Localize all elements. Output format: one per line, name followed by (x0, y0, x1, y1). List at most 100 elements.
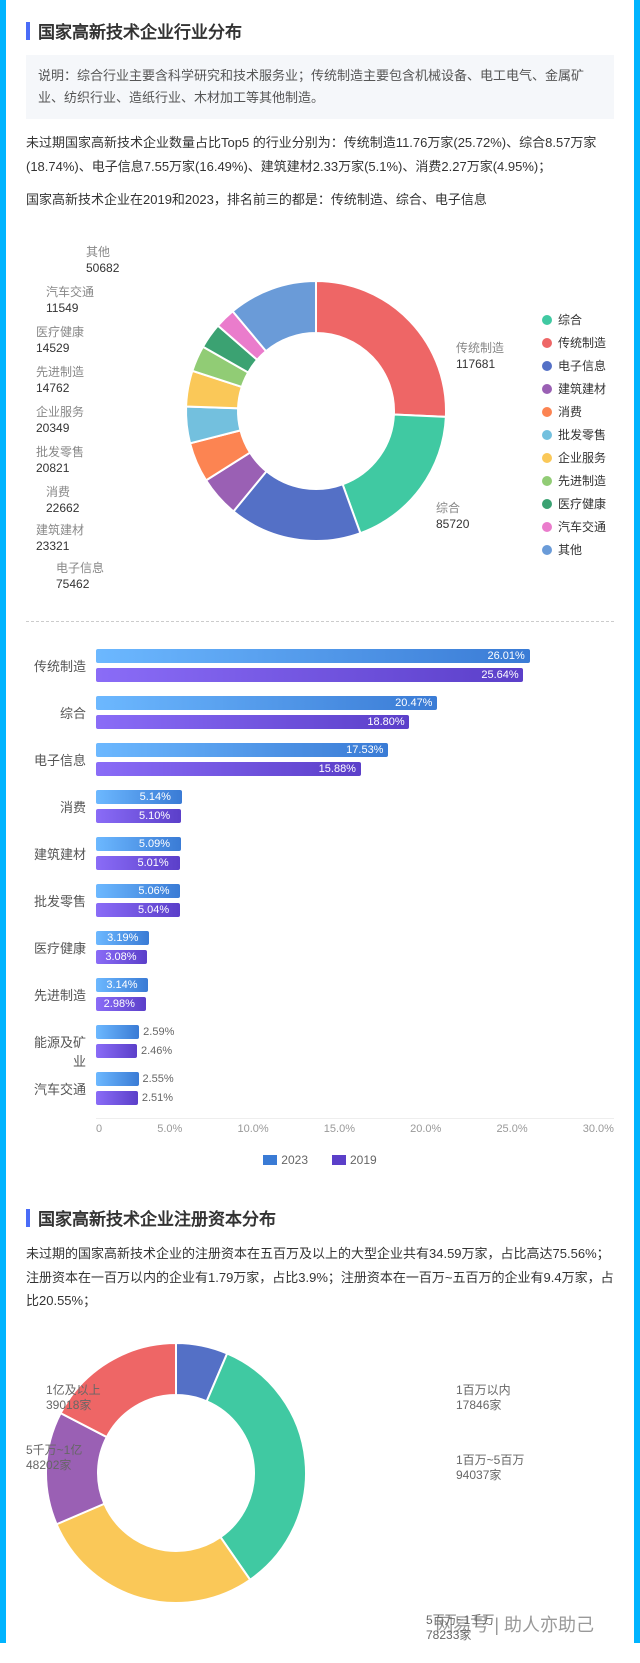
section-title-1-text: 国家高新技术企业行业分布 (38, 18, 242, 43)
bar-legend-item: 2023 (263, 1153, 308, 1167)
bar-category-label: 综合 (26, 703, 86, 722)
donut2-slice-label: 5百万~1千万78233家 (426, 1613, 494, 1644)
donut2-slice-label: 1百万~5百万94037家 (456, 1453, 524, 1484)
paragraph-1: 未过期国家高新技术企业数量占比Top5 的行业分别为：传统制造11.76万家(2… (26, 131, 614, 178)
donut2-slice-label: 1亿及以上39018家 (46, 1383, 101, 1414)
bar-category-label: 传统制造 (26, 656, 86, 675)
legend-item: 汽车交通 (542, 518, 606, 535)
legend-item: 先进制造 (542, 472, 606, 489)
donut-slice-label: 批发零售20821 (36, 445, 84, 476)
legend-item: 消费 (542, 403, 606, 420)
bar-value: 5.06% (138, 885, 169, 897)
donut2-slice-label: 5千万~1亿48202家 (26, 1443, 82, 1474)
bar-row: 医疗健康3.19%3.08% (96, 930, 614, 965)
bar-row: 建筑建材5.09%5.01% (96, 836, 614, 871)
bar-value: 5.14% (140, 791, 171, 803)
donut-slice-label: 消费22662 (46, 485, 79, 516)
bar-row: 综合20.47%18.80% (96, 695, 614, 730)
legend-item: 医疗健康 (542, 495, 606, 512)
legend-item: 电子信息 (542, 357, 606, 374)
donut-slice-label: 医疗健康14529 (36, 325, 84, 356)
legend-swatch (542, 315, 552, 325)
bar-value: 2.46% (141, 1045, 172, 1057)
bar-category-label: 先进制造 (26, 985, 86, 1004)
bar-row: 汽车交通2.55%2.51% (96, 1071, 614, 1106)
bar-category-label: 医疗健康 (26, 938, 86, 957)
legend-swatch (542, 407, 552, 417)
bar-value: 2.59% (143, 1026, 174, 1038)
bar-category-label: 电子信息 (26, 750, 86, 769)
bar-row: 能源及矿业2.59%2.46% (96, 1024, 614, 1059)
bar-legend-swatch (332, 1155, 346, 1165)
bar-value: 26.01% (488, 650, 525, 662)
legend-label: 传统制造 (558, 334, 606, 351)
bar-row: 传统制造26.01%25.64% (96, 648, 614, 683)
bar-value: 5.09% (139, 838, 170, 850)
bar-segment (96, 715, 409, 729)
bar-legend-label: 2019 (350, 1153, 377, 1167)
x-tick: 0 (96, 1123, 102, 1135)
legend-item: 批发零售 (542, 426, 606, 443)
legend-label: 企业服务 (558, 449, 606, 466)
bar-segment (96, 696, 437, 710)
legend-label: 先进制造 (558, 472, 606, 489)
bar-segment (96, 743, 388, 757)
bar-segment (96, 668, 523, 682)
x-tick: 30.0% (583, 1123, 614, 1135)
section-title-2: 国家高新技术企业注册资本分布 (26, 1187, 614, 1242)
legend-swatch (542, 453, 552, 463)
donut-slice-label: 企业服务20349 (36, 405, 84, 436)
title-accent-bar (26, 22, 30, 40)
section-divider (26, 621, 614, 622)
legend-label: 消费 (558, 403, 582, 420)
legend-swatch (542, 499, 552, 509)
bar-value: 3.19% (107, 932, 138, 944)
x-tick: 15.0% (324, 1123, 355, 1135)
bar-row: 批发零售5.06%5.04% (96, 883, 614, 918)
bar-segment (96, 1044, 137, 1058)
paragraph-3: 未过期的国家高新技术企业的注册资本在五百万及以上的大型企业共有34.59万家，占… (26, 1242, 614, 1312)
donut2-slice-label: 1百万以内17846家 (456, 1383, 511, 1414)
legend-swatch (542, 384, 552, 394)
legend-label: 建筑建材 (558, 380, 606, 397)
legend-label: 电子信息 (558, 357, 606, 374)
bar-value: 2.98% (104, 998, 135, 1010)
legend-label: 汽车交通 (558, 518, 606, 535)
legend-item: 综合 (542, 311, 606, 328)
x-axis: 05.0%10.0%15.0%20.0%25.0%30.0% (96, 1118, 614, 1135)
bar-row: 电子信息17.53%15.88% (96, 742, 614, 777)
legend-swatch (542, 361, 552, 371)
bar-category-label: 消费 (26, 797, 86, 816)
donut-slice-label: 先进制造14762 (36, 365, 84, 396)
bar-segment (96, 1072, 139, 1086)
comparison-bar-chart: 传统制造26.01%25.64% 综合20.47%18.80% 电子信息17.53%… (26, 638, 614, 1167)
bar-value: 3.08% (105, 951, 136, 963)
section-title-1: 国家高新技术企业行业分布 (26, 0, 614, 55)
capital-donut-chart: 网易号 | 助人亦助己 1百万以内17846家1百万~5百万94037家5百万~… (26, 1323, 606, 1643)
legend-swatch (542, 545, 552, 555)
bar-legend-label: 2023 (281, 1153, 308, 1167)
bar-chart-legend: 2023 2019 (26, 1153, 614, 1167)
legend-swatch (542, 522, 552, 532)
donut-legend: 综合传统制造电子信息建筑建材消费批发零售企业服务先进制造医疗健康汽车交通其他 (542, 311, 606, 564)
bar-segment (96, 649, 530, 663)
section-title-2-text: 国家高新技术企业注册资本分布 (38, 1205, 276, 1230)
bar-segment (96, 1025, 139, 1039)
description-box: 说明：综合行业主要含科学研究和技术服务业；传统制造主要包含机械设备、电工电气、金… (26, 55, 614, 119)
bar-value: 5.10% (139, 810, 170, 822)
donut-slice-label: 综合85720 (436, 501, 469, 532)
donut-slice-label: 汽车交通11549 (46, 285, 94, 316)
bar-value: 2.55% (143, 1073, 174, 1085)
legend-swatch (542, 476, 552, 486)
legend-swatch (542, 338, 552, 348)
bar-category-label: 批发零售 (26, 891, 86, 910)
industry-donut-chart: 综合传统制造电子信息建筑建材消费批发零售企业服务先进制造医疗健康汽车交通其他 传… (26, 221, 606, 601)
legend-item: 其他 (542, 541, 606, 558)
legend-item: 传统制造 (542, 334, 606, 351)
x-tick: 25.0% (496, 1123, 527, 1135)
x-tick: 20.0% (410, 1123, 441, 1135)
title-accent-bar (26, 1209, 30, 1227)
bar-category-label: 能源及矿业 (26, 1032, 86, 1070)
donut-slice-label: 传统制造117681 (456, 341, 504, 372)
x-tick: 10.0% (237, 1123, 268, 1135)
